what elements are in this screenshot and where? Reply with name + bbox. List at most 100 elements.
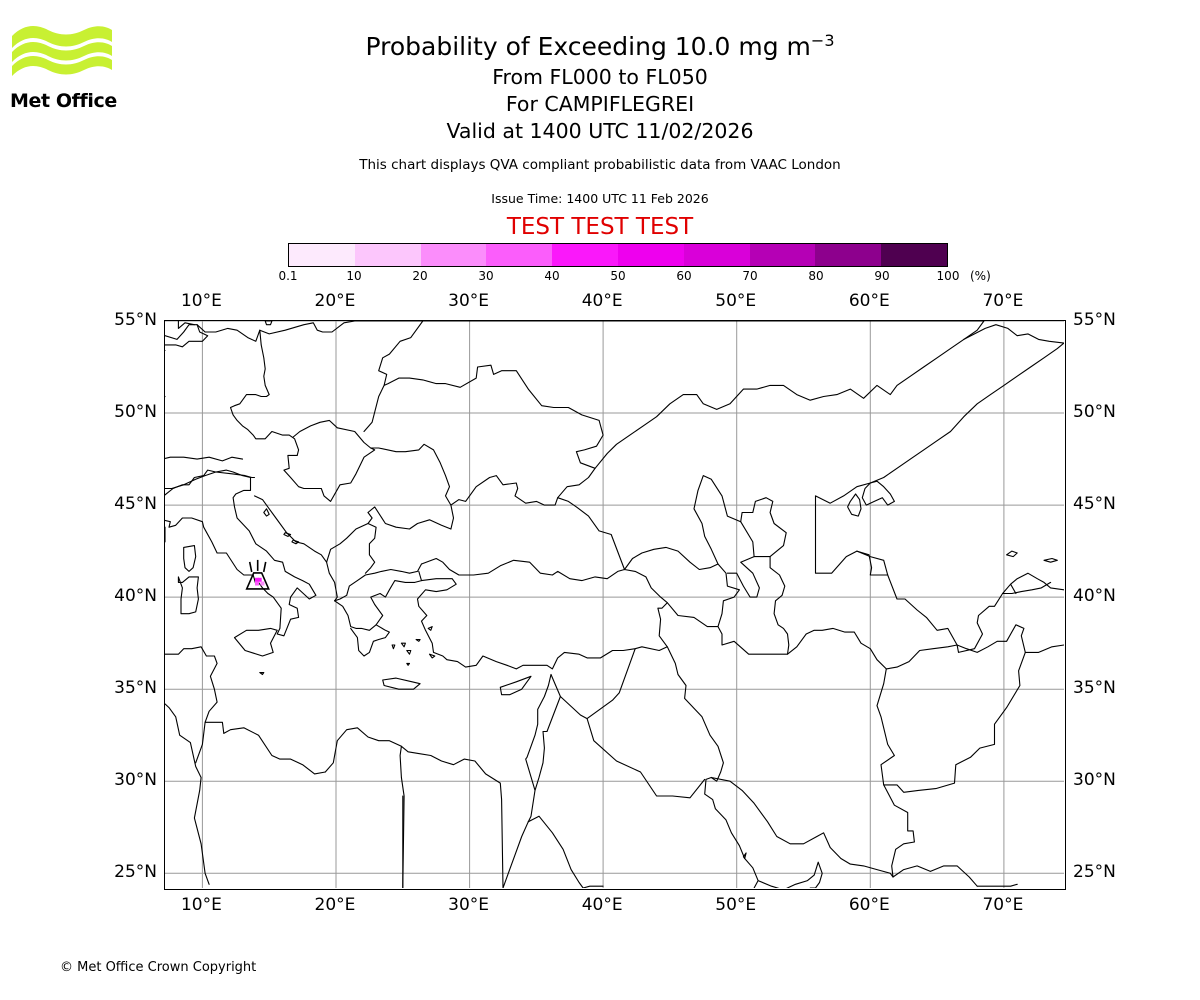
coastline-path [399,745,504,888]
coastline-path [814,342,1064,504]
colorbar-tick-labels: 0.1 10 20 30 40 50 60 70 80 90 100 [278,269,959,285]
lon-label-bottom-30: 30°E [448,895,489,915]
coastline-path [623,546,790,655]
lon-label-bottom-10: 10°E [180,895,222,915]
issue-time: Issue Time: 1400 UTC 11 Feb 2026 [491,191,709,206]
chart-title-block: Probability of Exceeding 10.0 mg m−3 Fro… [0,24,1200,145]
coastline-path [956,624,1064,653]
lat-label-right-55: 55°N [1073,310,1116,330]
coastline-path [666,602,719,628]
qva-note: This chart displays QVA compliant probab… [359,157,841,173]
volcano-icon [245,559,270,590]
coastline-path [963,324,1064,344]
map-panel[interactable] [164,320,1066,890]
coastline-path [586,648,706,799]
coastline-path [334,563,423,602]
lon-label-bottom-20: 20°E [314,895,356,915]
ash-cell [260,581,265,586]
lon-label-top-20: 20°E [314,291,356,311]
coastline-path [502,821,529,888]
coastline-path [183,545,197,572]
lat-label-left-50: 50°N [114,402,157,423]
lon-label-bottom-60: 60°E [848,895,890,915]
colorbar-tick-90: 90 [874,269,890,283]
coastline-path [378,321,604,499]
coastline-path [259,672,265,676]
colorbar-tick-100: 100 [936,269,960,283]
colorbar-tick-30: 30 [478,269,494,283]
coastline-path [814,495,1064,653]
ash-cell [257,577,262,582]
colorbar-tick-50: 50 [610,269,626,283]
coastline-path [363,384,385,433]
lat-label-right-50: 50°N [1073,402,1116,423]
coastline-path [883,651,1026,793]
coastline-path [450,475,626,571]
colorbar-band-4 [552,244,618,266]
coastline-path [324,727,402,773]
coastline-path [400,642,406,648]
coastline-path [229,329,300,456]
valid-time-line: Valid at 1400 UTC 11/02/2026 [446,119,754,143]
colorbar-tick-0.1: 0.1 [278,269,298,283]
coastline-path [1043,557,1058,563]
ash-cell [255,581,259,586]
lon-label-bottom-40: 40°E [581,895,623,915]
coastline-path [177,576,199,615]
colorbar-bands [288,243,948,267]
coastline-path [177,321,195,329]
lon-label-top-50: 50°E [715,291,757,311]
coastline-path [704,776,759,888]
coastline-path [406,662,411,666]
coastline-path [1002,581,1052,595]
coastline-path [415,638,421,642]
coastline-path [291,539,300,545]
coastline-path [195,721,206,764]
coastline-path [742,852,747,860]
coastline-path [165,469,317,637]
map-gridlines [165,321,1064,888]
met-office-logo-text: Met Office [10,90,117,112]
coastline-path [847,493,862,517]
lon-label-top-60: 60°E [848,291,890,311]
coastline-path [693,475,742,565]
colorbar-tick-10: 10 [346,269,362,283]
coastline-path [253,495,338,602]
coastline-path [856,550,889,576]
ash-probability-cells [255,577,265,586]
flight-level-line: From FL000 to FL050 [492,65,708,89]
lon-label-top-10: 10°E [180,291,222,311]
colorbar-band-8 [815,244,882,266]
page-title-exponent: −3 [810,31,835,50]
coastline-path [367,506,452,530]
copyright-notice: © Met Office Crown Copyright [60,960,257,975]
colorbar-band-7 [749,244,816,266]
probability-colorbar [288,243,948,267]
colorbar-tick-80: 80 [808,269,824,283]
coastline-path [263,508,270,517]
colorbar-band-0 [289,244,355,266]
lat-label-left-55: 55°N [114,310,157,330]
volcano-name-line: For CAMPIFLEGREI [505,92,695,116]
lon-label-top-30: 30°E [448,291,489,311]
coastline-path [406,649,412,655]
coastline-path [370,570,423,626]
lat-label-left-45: 45°N [114,494,157,515]
coastline-path [233,627,278,657]
lat-label-right-25: 25°N [1073,862,1116,883]
map-coastlines [165,321,1064,888]
colorbar-band-2 [420,244,487,266]
coastline-path [165,456,256,490]
colorbar-band-1 [354,244,421,266]
volcano-symbol[interactable] [245,559,270,590]
colorbar-tick-20: 20 [412,269,428,283]
coastline-path [165,324,209,348]
coastline-path [428,653,436,659]
coastline-path [525,673,552,823]
coastline-path [527,815,584,888]
lat-label-left-35: 35°N [114,678,157,699]
colorbar-band-5 [617,244,684,266]
coastline-path [499,675,532,696]
coastline-path [1006,550,1018,558]
coastline-path [740,497,787,558]
